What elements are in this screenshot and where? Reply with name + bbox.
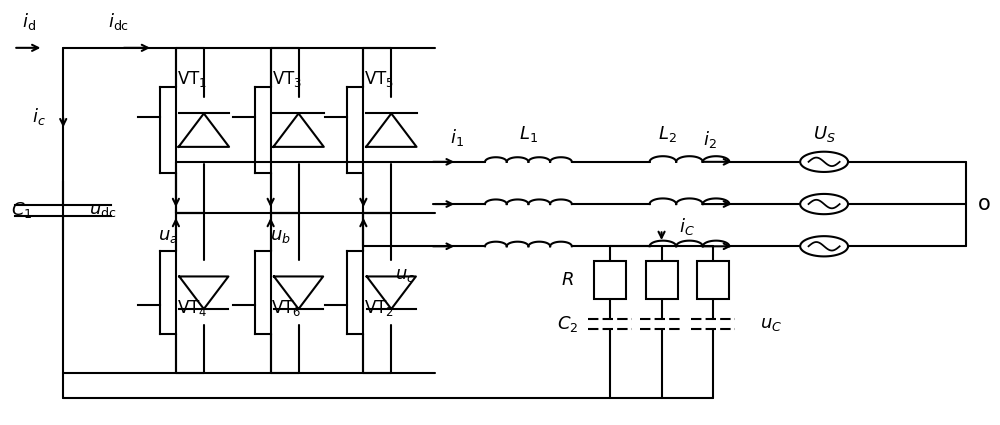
Text: $\mathrm{VT}_{6}$: $\mathrm{VT}_{6}$ (271, 298, 302, 317)
Bar (646, 261, 678, 299)
Text: $\mathrm{VT}_{4}$: $\mathrm{VT}_{4}$ (177, 298, 207, 317)
Text: $U_{S}$: $U_{S}$ (813, 125, 835, 144)
Text: $L_{1}$: $L_{1}$ (519, 125, 538, 144)
Text: $u_{b}$: $u_{b}$ (270, 227, 291, 245)
Text: $i_{c}$: $i_{c}$ (32, 106, 46, 127)
Text: $\mathrm{VT}_{1}$: $\mathrm{VT}_{1}$ (177, 70, 207, 90)
Text: $\mathrm{o}$: $\mathrm{o}$ (977, 195, 990, 213)
Text: $u_{\mathrm{dc}}$: $u_{\mathrm{dc}}$ (89, 201, 117, 219)
Text: $u_{a}$: $u_{a}$ (158, 227, 178, 245)
Text: $i_{2}$: $i_{2}$ (703, 129, 716, 150)
Text: $R$: $R$ (561, 271, 574, 289)
Bar (697, 261, 729, 299)
Text: $\mathrm{VT}_{2}$: $\mathrm{VT}_{2}$ (364, 298, 394, 317)
Text: $\mathrm{VT}_{5}$: $\mathrm{VT}_{5}$ (364, 70, 394, 90)
Text: $i_{C}$: $i_{C}$ (679, 215, 694, 236)
Text: $i_{1}$: $i_{1}$ (450, 127, 464, 148)
Text: $\mathrm{VT}_{3}$: $\mathrm{VT}_{3}$ (272, 70, 302, 90)
Bar (594, 261, 626, 299)
Text: $i_{\mathrm{d}}$: $i_{\mathrm{d}}$ (22, 11, 36, 32)
Text: $C_{2}$: $C_{2}$ (557, 314, 578, 334)
Text: $i_{\mathrm{dc}}$: $i_{\mathrm{dc}}$ (108, 11, 130, 32)
Text: $C_{1}$: $C_{1}$ (11, 201, 32, 221)
Text: $u_{C}$: $u_{C}$ (760, 315, 782, 333)
Text: $u_{c}$: $u_{c}$ (395, 266, 415, 284)
Text: $L_{2}$: $L_{2}$ (658, 125, 677, 144)
